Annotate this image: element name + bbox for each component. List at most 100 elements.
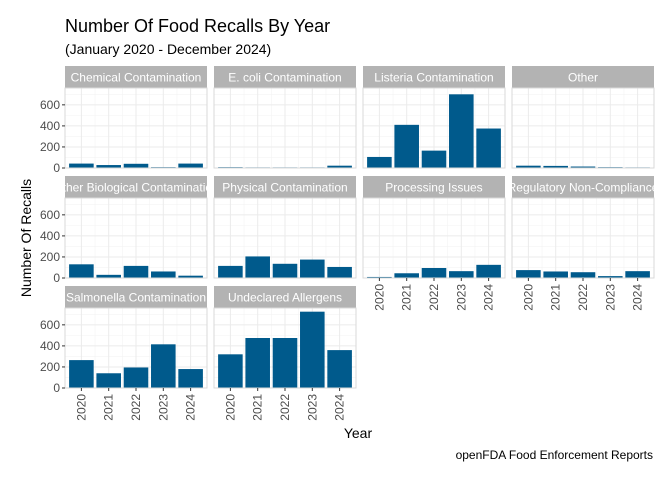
facet-panel: Other Biological Contamination 0 200 400 600 — [40, 176, 218, 285]
x-tick-label: 2020 — [223, 394, 237, 421]
x-tick-label: 2022 — [427, 284, 441, 311]
x-tick-label: 2021 — [549, 284, 563, 311]
x-tick-label: 2024 — [333, 394, 347, 421]
bar — [516, 165, 541, 168]
bar — [367, 276, 392, 278]
facet-panel: Listeria Contamination — [362, 66, 506, 169]
panel-border — [64, 197, 208, 279]
bar — [327, 266, 352, 278]
bar — [421, 150, 447, 168]
bar — [178, 163, 203, 168]
facet-strip-label: E. coli Contamination — [228, 71, 341, 85]
facet-strip — [65, 176, 207, 198]
bar — [245, 338, 270, 388]
facet-panels: Chemical Contamination 0 200 400 600 E. coli … — [40, 66, 659, 421]
bar — [449, 271, 474, 278]
facet-panel: Physical Contamination — [213, 176, 357, 279]
bar — [123, 163, 149, 168]
facet-strip — [512, 176, 654, 198]
y-tick-label: 0 — [53, 271, 60, 285]
bar — [178, 275, 203, 278]
bar — [570, 272, 596, 278]
bar — [421, 268, 447, 278]
facet-strip-label: Regulatory Non-Compliance — [508, 181, 659, 195]
bar — [69, 360, 94, 388]
facet-strip-label: Undeclared Allergens — [228, 291, 342, 305]
bar — [96, 274, 121, 278]
bar — [178, 369, 203, 388]
facet-strip — [214, 176, 356, 198]
y-tick-label: 600 — [40, 318, 60, 332]
facet-panel: E. coli Contamination — [213, 66, 357, 169]
y-tick-label: 200 — [40, 250, 60, 264]
bar — [123, 367, 149, 388]
bar — [476, 128, 501, 168]
panel-border — [213, 87, 357, 169]
x-tick-label: 2023 — [156, 394, 170, 421]
bar — [625, 271, 650, 278]
panel-border — [64, 87, 208, 169]
facet-strip-label: Other Biological Contamination — [53, 181, 218, 195]
y-tick-label: 0 — [53, 381, 60, 395]
y-axis-title: Number Of Recalls — [18, 179, 34, 297]
facet-strip-label: Physical Contamination — [222, 181, 347, 195]
x-tick-label: 2023 — [305, 394, 319, 421]
facet-strip — [512, 66, 654, 88]
x-axis-title: Year — [344, 425, 373, 441]
x-tick-label: 2021 — [251, 394, 265, 421]
y-tick-label: 400 — [40, 229, 60, 243]
facet-strip — [363, 66, 505, 88]
y-tick-label: 600 — [40, 98, 60, 112]
x-tick-label: 2024 — [482, 284, 496, 311]
bar — [96, 373, 121, 388]
facet-panel: Processing Issues 2020 2021 2022 2023 2024 — [362, 176, 506, 311]
bar — [394, 273, 419, 278]
x-tick-label: 2022 — [576, 284, 590, 311]
panel-border — [362, 87, 506, 169]
facet-panel: Chemical Contamination 0 200 400 600 — [40, 66, 208, 175]
bar — [394, 124, 419, 168]
x-tick-label: 2022 — [278, 394, 292, 421]
facet-strip — [214, 66, 356, 88]
facet-strip-label: Chemical Contamination — [71, 71, 202, 85]
bar — [367, 156, 392, 168]
x-tick-label: 2024 — [631, 284, 645, 311]
x-tick-label: 2020 — [372, 284, 386, 311]
facet-strip — [214, 286, 356, 308]
x-tick-label: 2024 — [184, 394, 198, 421]
bar — [151, 271, 176, 278]
bar — [570, 166, 596, 168]
bar — [449, 94, 474, 168]
bar — [327, 350, 352, 388]
bar — [272, 263, 298, 278]
bar — [69, 264, 94, 278]
bar — [151, 344, 176, 388]
y-tick-label: 200 — [40, 360, 60, 374]
facet-strip — [65, 66, 207, 88]
y-tick-label: 0 — [53, 161, 60, 175]
panel-border — [511, 87, 655, 169]
bar — [272, 338, 298, 388]
facet-strip-label: Processing Issues — [385, 181, 482, 195]
facet-strip-label: Salmonella Contamination — [66, 291, 206, 305]
facet-strip-label: Listeria Contamination — [374, 71, 493, 85]
chart-caption: openFDA Food Enforcement Reports — [456, 448, 653, 462]
x-tick-label: 2020 — [74, 394, 88, 421]
facet-panel: Regulatory Non-Compliance 2020 2021 2022 202… — [508, 176, 659, 311]
bar — [543, 271, 568, 278]
bar — [245, 256, 270, 278]
bar — [218, 354, 243, 388]
bar — [69, 163, 94, 168]
bar — [300, 259, 325, 278]
facet-panel: Undeclared Allergens 2020 2021 2022 2023 2024 — [213, 286, 357, 421]
x-tick-label: 2020 — [521, 284, 535, 311]
bar — [476, 264, 501, 278]
bar — [516, 270, 541, 278]
y-tick-label: 400 — [40, 119, 60, 133]
facet-strip — [65, 286, 207, 308]
bar — [300, 311, 325, 388]
y-tick-label: 400 — [40, 339, 60, 353]
y-tick-label: 600 — [40, 208, 60, 222]
x-tick-label: 2023 — [454, 284, 468, 311]
